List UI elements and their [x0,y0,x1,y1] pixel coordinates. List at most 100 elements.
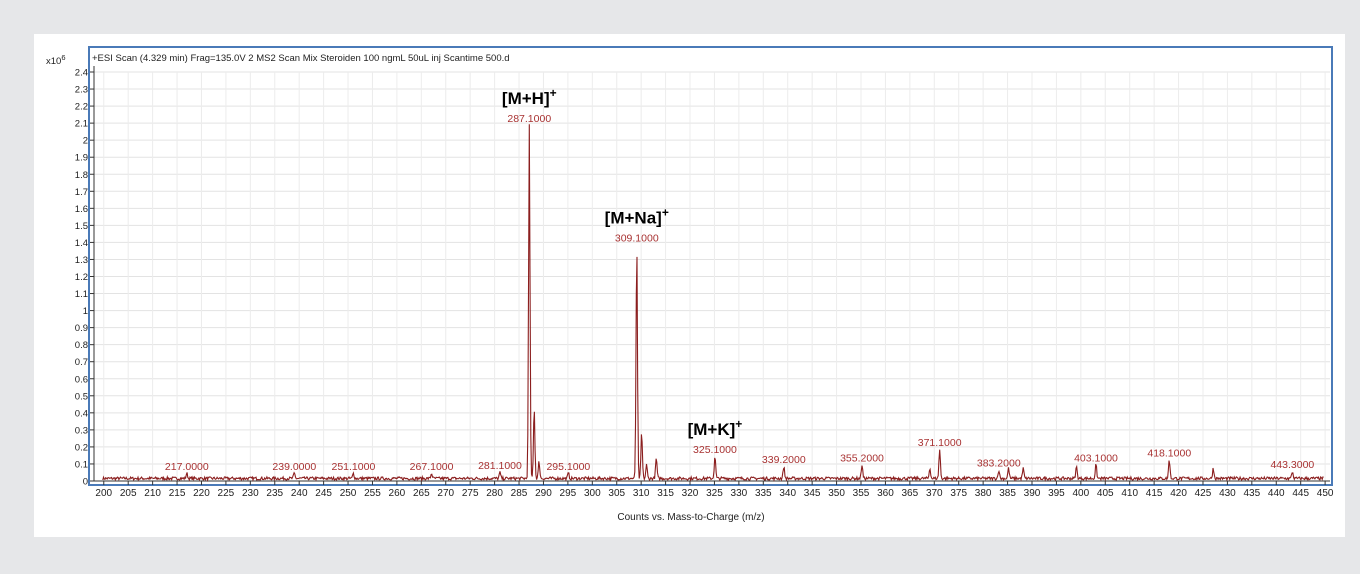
x-tick-label: 305 [608,488,625,499]
x-tick-label: 230 [242,488,259,499]
ion-annotation: [M+Na]+ [605,206,669,228]
peak-label: 217.0000 [165,461,209,473]
y-tick-label: 0.1 [75,459,88,470]
y-tick-label: 2.4 [75,68,88,79]
ion-annotation: [M+H]+ [502,86,557,108]
x-tick-label: 350 [828,488,845,499]
y-tick-label: 1.7 [75,187,88,198]
y-tick-label: 1.2 [75,272,88,283]
ion-annotation-text: [M+H] [502,89,550,108]
x-tick-label: 225 [218,488,235,499]
y-tick-label: 1.6 [75,204,88,215]
y-tick-label: 1 [83,306,88,317]
y-tick-label: 2.2 [75,102,88,113]
x-tick-label: 235 [266,488,283,499]
y-tick-label: 1.4 [75,238,88,249]
x-tick-label: 320 [682,488,699,499]
y-tick-label: 0.6 [75,374,88,385]
y-tick-label: 1.8 [75,170,88,181]
peak-label: 418.1000 [1147,447,1191,459]
x-tick-label: 215 [169,488,186,499]
x-tick-label: 375 [950,488,967,499]
y-tick-label: 1.5 [75,221,88,232]
x-tick-label: 295 [560,488,577,499]
x-tick-label: 285 [511,488,528,499]
x-tick-label: 220 [193,488,210,499]
x-axis-label: Counts vs. Mass-to-Charge (m/z) [617,512,764,523]
x-tick-label: 430 [1219,488,1236,499]
x-tick-label: 275 [462,488,479,499]
x-tick-label: 380 [975,488,992,499]
x-tick-label: 255 [364,488,381,499]
chart-panel: +ESI Scan (4.329 min) Frag=135.0V 2 MS2 … [34,34,1345,537]
x-tick-label: 335 [755,488,772,499]
x-tick-label: 370 [926,488,943,499]
peak-label: 339.2000 [762,454,806,466]
x-tick-label: 265 [413,488,430,499]
x-tick-label: 440 [1268,488,1285,499]
x-tick-label: 445 [1292,488,1309,499]
y-tick-label: 1.1 [75,289,88,300]
x-tick-label: 245 [315,488,332,499]
x-tick-label: 315 [657,488,674,499]
x-tick-label: 385 [999,488,1016,499]
y-tick-label: 2.1 [75,119,88,130]
y-tick-label: 0.4 [75,408,88,419]
ion-annotations: [M+H]+[M+Na]+[M+K]+ [502,86,742,439]
scan-title: +ESI Scan (4.329 min) Frag=135.0V 2 MS2 … [92,53,510,64]
y-tick-label: 0.2 [75,442,88,453]
peak-label: 355.2000 [840,452,884,464]
x-tick-label: 310 [633,488,650,499]
y-multiplier-base: x10 [46,56,61,67]
x-tick-label: 425 [1195,488,1212,499]
peak-label: 239.0000 [272,461,316,473]
y-tick-label: 1.3 [75,255,88,266]
y-tick-label: 0.9 [75,323,88,334]
peak-label: 281.1000 [478,460,522,472]
x-tick-label: 260 [389,488,406,499]
spectrum-line [102,124,1324,483]
y-tick-label: 0.3 [75,425,88,436]
ion-annotation: [M+K]+ [688,417,743,439]
x-tick-label: 420 [1170,488,1187,499]
peak-label: 371.1000 [918,437,962,449]
ion-annotation-charge: + [662,206,669,220]
peak-label: 443.3000 [1270,459,1314,471]
x-tick-label: 405 [1097,488,1114,499]
x-tick-label: 300 [584,488,601,499]
x-tick-label: 200 [95,488,112,499]
x-tick-label: 205 [120,488,137,499]
mass-spectrum-chart: +ESI Scan (4.329 min) Frag=135.0V 2 MS2 … [46,46,1334,523]
peak-label: 267.1000 [410,461,454,473]
x-tick-label: 210 [144,488,161,499]
x-tick-label: 390 [1024,488,1041,499]
x-tick-label: 450 [1317,488,1334,499]
peak-label: 251.1000 [332,461,376,473]
x-tick-label: 250 [340,488,357,499]
x-tick-label: 345 [804,488,821,499]
x-tick-label: 395 [1048,488,1065,499]
x-tick-labels: 200 205 210 215 220 225 230 235 240 245 250 255 260 2… [95,488,1333,499]
x-tick-label: 365 [902,488,919,499]
y-tick-label: 2.3 [75,85,88,96]
y-tick-labels: 0 0.1 0.2 0.3 0.4 0.5 0.6 0.7 0.8 0.9 1 1.1 1.2 1.3 1.… [75,68,88,488]
x-tick-label: 435 [1243,488,1260,499]
y-tick-label: 0.8 [75,340,88,351]
y-axis-multiplier: x106 [46,53,66,67]
x-tick-label: 330 [731,488,748,499]
y-tick-label: 1.9 [75,153,88,164]
y-multiplier-exponent: 6 [61,53,65,62]
x-tick-label: 415 [1146,488,1163,499]
x-tick-label: 340 [779,488,796,499]
y-tick-label: 0.5 [75,391,88,402]
y-tick-label: 0 [83,477,88,488]
x-tick-label: 280 [486,488,503,499]
peak-label: 403.1000 [1074,452,1118,464]
x-tick-label: 355 [853,488,870,499]
ion-annotation-charge: + [735,417,742,431]
peak-label: 309.1000 [615,233,659,245]
plot-frame [88,46,1333,486]
x-tick-label: 410 [1121,488,1138,499]
axes [90,66,1330,485]
x-tick-label: 270 [437,488,454,499]
